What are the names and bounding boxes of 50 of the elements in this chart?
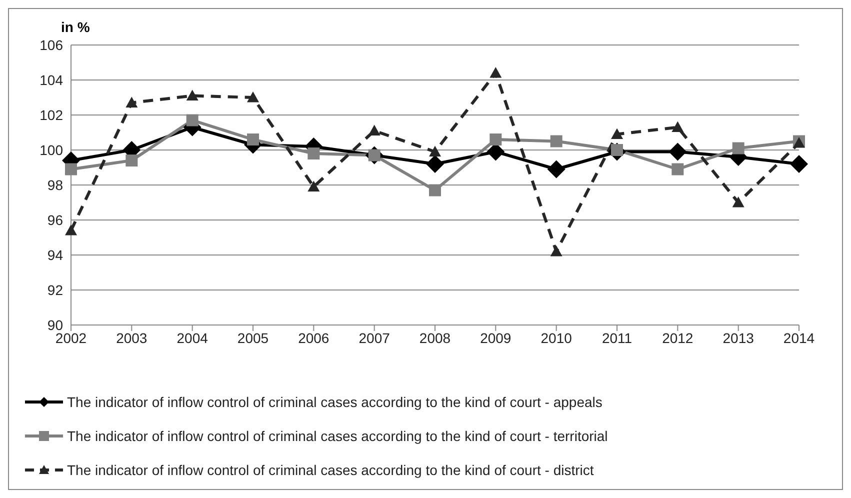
point (672, 163, 684, 176)
point (65, 163, 77, 176)
x-tick-label: 2007 (358, 330, 390, 346)
y-tick-label: 92 (47, 282, 64, 298)
point (490, 67, 502, 78)
point (426, 155, 444, 173)
x-tick-label: 2005 (237, 330, 269, 346)
point (429, 146, 441, 157)
point (668, 142, 687, 161)
x-tick-label: 2006 (298, 330, 330, 346)
y-tick-label: 106 (40, 36, 64, 53)
x-tick-label: 2008 (419, 330, 451, 346)
y-tick-label: 102 (40, 106, 64, 123)
y-axis-title: in % (61, 19, 90, 35)
point (490, 134, 502, 146)
x-tick-label: 2003 (116, 330, 148, 346)
x-tick-label: 2014 (783, 330, 815, 346)
y-tick-label: 96 (47, 212, 64, 228)
point (732, 142, 744, 154)
point (547, 160, 566, 178)
point (126, 154, 138, 166)
y-tick-label: 104 (40, 72, 64, 88)
point (308, 148, 320, 160)
point (732, 196, 744, 208)
point (429, 184, 441, 196)
x-tick-label: 2010 (540, 330, 572, 346)
legend-label: The indicator of inflow control of criminal cases according to the kind of court - territorial (67, 428, 608, 444)
point (611, 128, 623, 140)
x-tick-label: 2009 (480, 330, 512, 346)
point (308, 180, 320, 192)
point (247, 92, 259, 102)
point (368, 124, 380, 136)
point (550, 246, 562, 256)
point (672, 121, 684, 132)
point (126, 96, 138, 108)
point (186, 90, 198, 101)
point (65, 224, 77, 236)
point (247, 134, 259, 146)
x-tick-label: 2012 (662, 330, 694, 346)
y-tick-label: 94 (47, 246, 64, 263)
x-tick-label: 2013 (722, 330, 754, 346)
y-tick-label: 100 (40, 142, 64, 158)
point (790, 155, 808, 173)
point (550, 135, 562, 148)
y-tick-label: 98 (47, 176, 64, 193)
x-tick-label: 2011 (602, 330, 632, 346)
point (186, 114, 198, 126)
legend-label: The indicator of inflow control of criminal cases according to the kind of court - appeals (67, 394, 602, 410)
legend-label: The indicator of inflow control of criminal cases according to the kind of court - district (67, 462, 594, 478)
x-tick-label: 2004 (176, 330, 208, 346)
